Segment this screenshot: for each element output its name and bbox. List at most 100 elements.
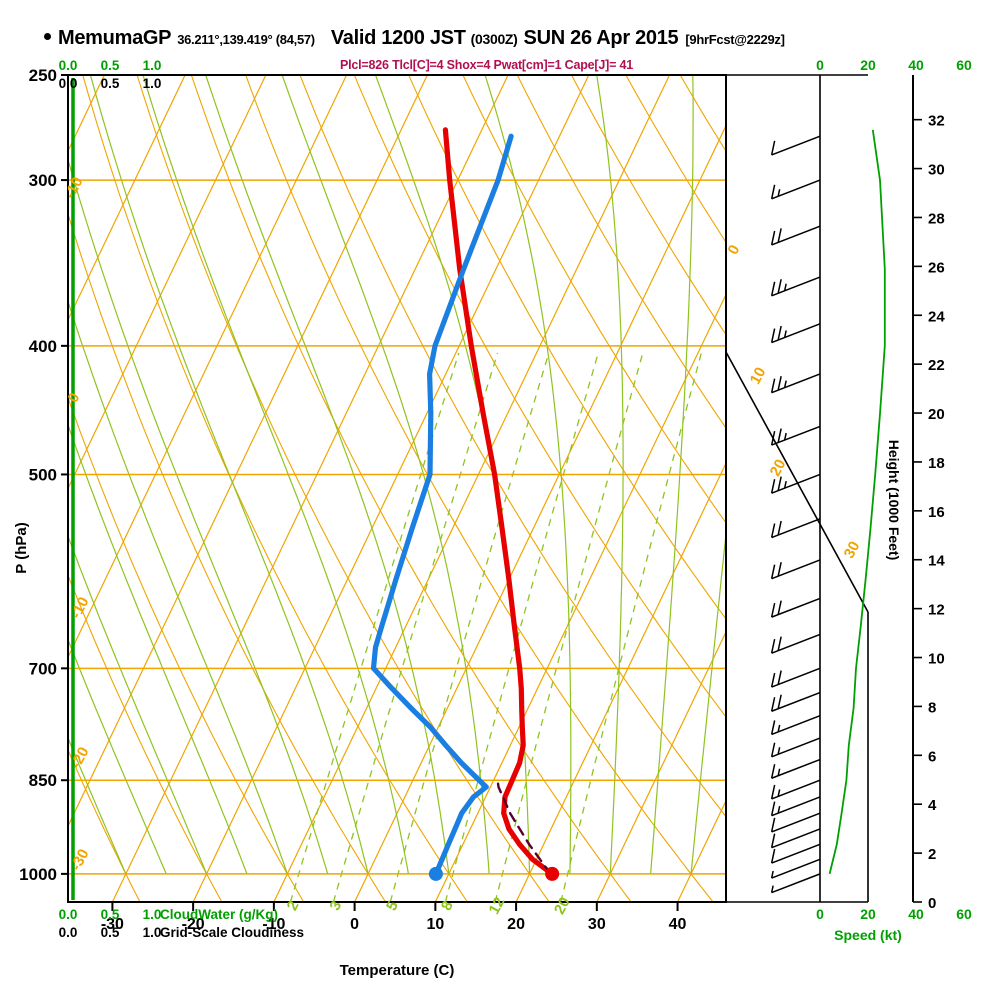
- svg-text:0.5: 0.5: [101, 76, 120, 91]
- wind-barb: [770, 276, 821, 297]
- svg-text:2: 2: [928, 846, 936, 863]
- svg-text:32: 32: [928, 113, 945, 130]
- svg-text:40: 40: [908, 57, 924, 73]
- wind-barb: [770, 135, 821, 156]
- svg-text:0: 0: [816, 57, 824, 73]
- valid-time-zulu: (0300Z): [470, 31, 518, 47]
- svg-text:0.5: 0.5: [101, 907, 120, 922]
- wind-barb: [770, 779, 821, 800]
- svg-text:10: 10: [426, 916, 444, 933]
- wind-barb: [770, 559, 821, 580]
- wind-barb: [770, 597, 821, 618]
- svg-text:16: 16: [928, 504, 945, 521]
- page-title: MemumaGP 36.211°,139.419° (84,57) Valid …: [44, 27, 785, 50]
- wind-barb: [770, 473, 821, 494]
- svg-text:1000: 1000: [19, 865, 57, 884]
- temperature-axis-ticks: -30 -20 -10 0 10 20 30 40: [101, 902, 687, 933]
- isobar-lines: [68, 74, 726, 875]
- speed-profile-line: [828, 129, 886, 875]
- svg-text:-20: -20: [67, 744, 92, 771]
- svg-text:1.0: 1.0: [143, 58, 162, 73]
- wind-barb: [770, 812, 821, 833]
- svg-text:12: 12: [486, 895, 509, 918]
- svg-text:24: 24: [928, 308, 945, 325]
- wind-barb: [770, 758, 821, 779]
- corner-scale-labels: 0.0 0.5 1.00.0 0.5 1.00.0 0.5 1.00.0 0.5 1.00 20 4…: [59, 57, 972, 940]
- svg-text:1.0: 1.0: [143, 76, 162, 91]
- wind-barb: [770, 858, 821, 879]
- svg-text:20: 20: [928, 406, 945, 423]
- svg-text:20: 20: [507, 916, 525, 933]
- pressure-axis-ticks: 250 300 400 500 700 850 1000: [19, 66, 68, 884]
- skewt-gridlines: [68, 75, 726, 902]
- svg-text:3: 3: [326, 898, 345, 913]
- height-axis-label: Height (1000 Feet): [886, 440, 902, 561]
- svg-text:0: 0: [725, 242, 744, 257]
- cloudwater-axis-label: CloudWater (g/Kg): [160, 907, 278, 922]
- svg-text:0: 0: [816, 906, 824, 922]
- station-name: MemumaGP: [58, 27, 172, 49]
- svg-text:40: 40: [669, 916, 687, 933]
- valid-time: Valid 1200 JST: [330, 27, 466, 49]
- svg-text:10: 10: [928, 651, 945, 668]
- svg-text:20: 20: [860, 906, 876, 922]
- temperature-axis-label: Temperature (C): [340, 962, 455, 979]
- wind-barb: [770, 373, 821, 394]
- svg-text:10: 10: [747, 365, 770, 388]
- svg-text:500: 500: [29, 465, 57, 484]
- wind-barb: [770, 323, 821, 344]
- svg-text:0: 0: [350, 916, 359, 933]
- svg-text:20: 20: [860, 57, 876, 73]
- station-dot-icon: [44, 33, 51, 40]
- svg-text:40: 40: [908, 906, 924, 922]
- wind-barb: [770, 667, 821, 688]
- mixing-ratio-lines: [289, 352, 702, 902]
- wind-barb: [770, 843, 821, 864]
- mixing-ratio-labels: 2 3 5 8 12 20: [284, 895, 574, 918]
- wind-barb: [770, 225, 821, 246]
- svg-text:700: 700: [29, 659, 57, 678]
- stability-parameters: Plcl=826 Tlcl[C]=4 Shox=4 Pwat[cm]=1 Cap…: [340, 58, 633, 72]
- svg-text:-10: -10: [61, 174, 86, 201]
- svg-text:30: 30: [841, 539, 864, 562]
- svg-text:-10: -10: [262, 916, 285, 933]
- surface-markers: [428, 866, 560, 881]
- svg-text:20: 20: [551, 895, 574, 918]
- svg-text:30: 30: [588, 916, 606, 933]
- svg-text:-30: -30: [101, 916, 124, 933]
- svg-text:26: 26: [928, 259, 945, 276]
- station-coordinates: 36.211°,139.419° (84,57): [177, 32, 315, 47]
- plot-frame: [67, 74, 869, 903]
- wind-barb: [770, 633, 821, 654]
- forecast-tag: [9hrFcst@2229z]: [685, 32, 785, 47]
- surface-temperature-marker: [545, 866, 560, 881]
- pressure-axis-label: P (hPa): [13, 522, 30, 573]
- svg-text:22: 22: [928, 357, 945, 374]
- svg-text:850: 850: [29, 771, 57, 790]
- wind-barb: [770, 179, 821, 200]
- svg-text:-30: -30: [67, 846, 92, 873]
- wind-barb: [770, 691, 821, 712]
- svg-text:-10: -10: [67, 594, 92, 621]
- svg-text:0.5: 0.5: [101, 58, 120, 73]
- svg-text:0: 0: [928, 895, 936, 912]
- svg-text:0.0: 0.0: [59, 58, 78, 73]
- wind-barb: [770, 828, 821, 849]
- svg-text:8: 8: [438, 898, 457, 913]
- wind-barb: [770, 518, 821, 539]
- wind-barbs: [770, 135, 821, 894]
- svg-text:2: 2: [284, 898, 303, 913]
- wind-barb: [770, 796, 821, 817]
- svg-text:12: 12: [928, 602, 945, 619]
- svg-text:0.5: 0.5: [101, 925, 120, 940]
- svg-text:20: 20: [767, 457, 790, 480]
- svg-text:-20: -20: [182, 916, 205, 933]
- svg-text:400: 400: [29, 337, 57, 356]
- svg-text:30: 30: [928, 162, 945, 179]
- svg-text:18: 18: [928, 455, 945, 472]
- wind-barb: [770, 425, 821, 446]
- surface-dewpoint-marker: [428, 866, 443, 881]
- sounding-profiles: [370, 127, 555, 877]
